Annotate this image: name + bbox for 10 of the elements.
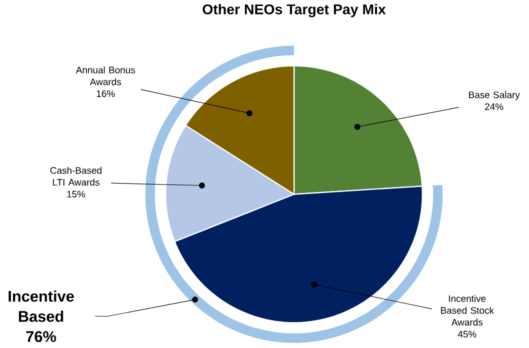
text: Incentive Based 76% (8, 290, 74, 342)
slice-label: Annual Bonus Awards (76, 66, 136, 86)
data-label: 24% (485, 104, 504, 110)
slice-label: Incentive Based Stock Awards (441, 295, 494, 326)
data-label: 15% (67, 191, 86, 198)
data-label: 45% (458, 331, 476, 338)
slice-label: Cash-Based LTI Awards (50, 167, 102, 186)
data-label: 16% (96, 90, 115, 98)
slice-label: Base Salary (469, 91, 520, 100)
chart-title: Other NEOs Target Pay Mix (202, 4, 386, 18)
